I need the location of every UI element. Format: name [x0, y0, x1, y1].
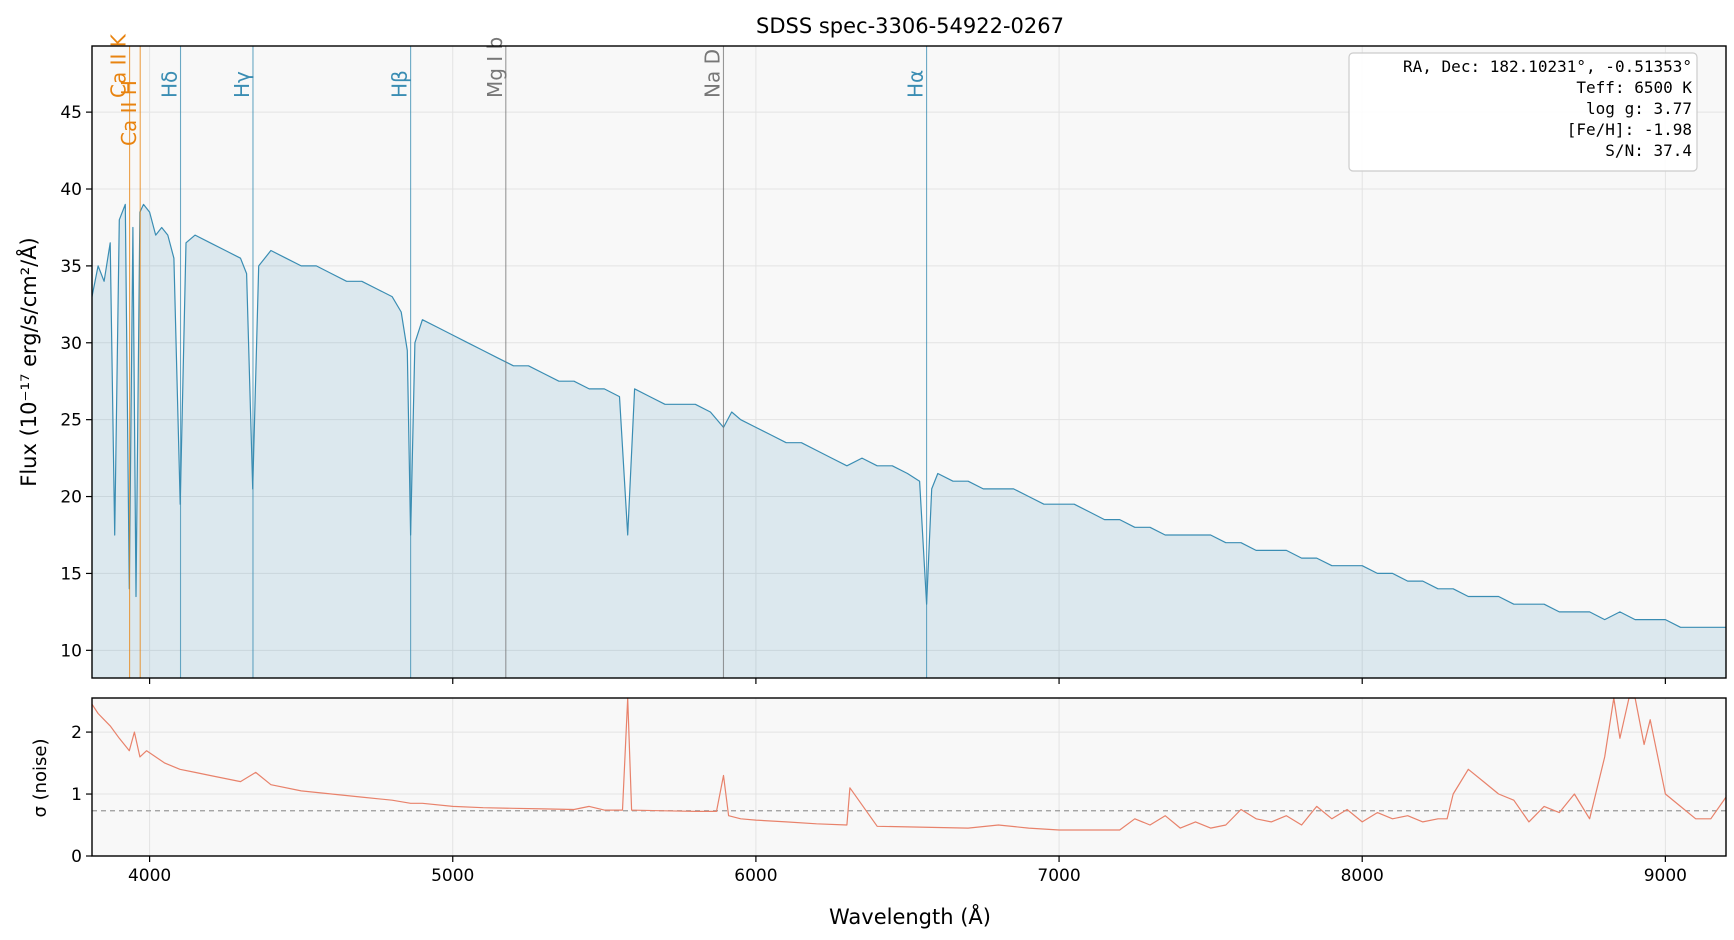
chart-title: SDSS spec-3306-54922-0267 [756, 14, 1064, 38]
info-feh: [Fe/H]: -1.98 [1567, 120, 1692, 139]
marker-label: Ca II K [107, 33, 131, 98]
spectral-line-markers: Ca II KCa II H Hδ Hγ Hβ Mg I b Na D Hα [107, 33, 928, 678]
y-tick-label: 15 [60, 564, 82, 584]
y-tick-label: 20 [60, 488, 82, 508]
info-box-frame [1348, 52, 1698, 172]
marker-label: Hα [904, 70, 928, 98]
flux-line [91, 203, 1726, 628]
y-tick-label: 30 [60, 334, 82, 354]
x-tick-label: 6000 [734, 866, 777, 886]
noise-data [91, 697, 1727, 831]
y-tick-label: 0 [71, 847, 82, 867]
y-tick-label: 2 [71, 723, 82, 743]
flux-y-ticks: 10 15 20 25 30 35 40 45 [60, 103, 92, 661]
y-tick-label: 1 [71, 785, 82, 805]
y-tick-label: 40 [60, 180, 82, 200]
marker-label: Hβ [388, 70, 412, 98]
flux-y-axis-title: Flux (10⁻¹⁷ erg/s/cm²/Å) [15, 237, 41, 487]
y-tick-label: 45 [60, 103, 82, 123]
marker-label: Ca II H [117, 80, 141, 146]
flux-data [91, 203, 1726, 678]
flux-panel: Ca II KCa II H Hδ Hγ Hβ Mg I b Na D Hα 10 15 20 2… [15, 33, 1727, 684]
noise-plot-frame [91, 697, 1727, 857]
y-tick-label: 35 [60, 257, 82, 277]
x-axis-title: Wavelength (Å) [829, 903, 991, 929]
flux-plot-frame [91, 45, 1727, 679]
noise-y-axis-title: σ (noise) [30, 738, 51, 817]
info-logg: log g: 3.77 [1586, 99, 1692, 118]
y-tick-label: 25 [60, 411, 82, 431]
flux-x-ticks [148, 678, 1666, 684]
x-tick-label: 9000 [1644, 866, 1687, 886]
noise-panel: 4000 5000 6000 7000 8000 9000 0 1 2 σ (noise) W… [30, 697, 1727, 929]
marker-label: Hγ [230, 71, 254, 98]
x-tick-label: 5000 [431, 866, 474, 886]
marker-label: Hδ [158, 71, 182, 98]
noise-line [91, 697, 1727, 831]
noise-y-ticks: 0 1 2 [71, 723, 92, 867]
x-tick-label: 4000 [128, 866, 171, 886]
flux-gridlines [92, 46, 1726, 678]
y-tick-label: 10 [60, 641, 82, 661]
marker-label: Mg I b [483, 37, 507, 98]
marker-label: Na D [700, 49, 724, 98]
x-tick-label: 7000 [1037, 866, 1080, 886]
flux-fill-area [92, 204, 1726, 678]
x-tick-label: 8000 [1341, 866, 1384, 886]
star-info-box: RA, Dec: 182.10231°, -0.51353° Teff: 650… [1348, 52, 1698, 172]
noise-plot-background [92, 698, 1726, 856]
info-teff: Teff: 6500 K [1576, 78, 1692, 97]
info-sn: S/N: 37.4 [1605, 141, 1692, 160]
info-radec: RA, Dec: 182.10231°, -0.51353° [1403, 57, 1692, 76]
noise-x-ticks: 4000 5000 6000 7000 8000 9000 [128, 856, 1687, 886]
